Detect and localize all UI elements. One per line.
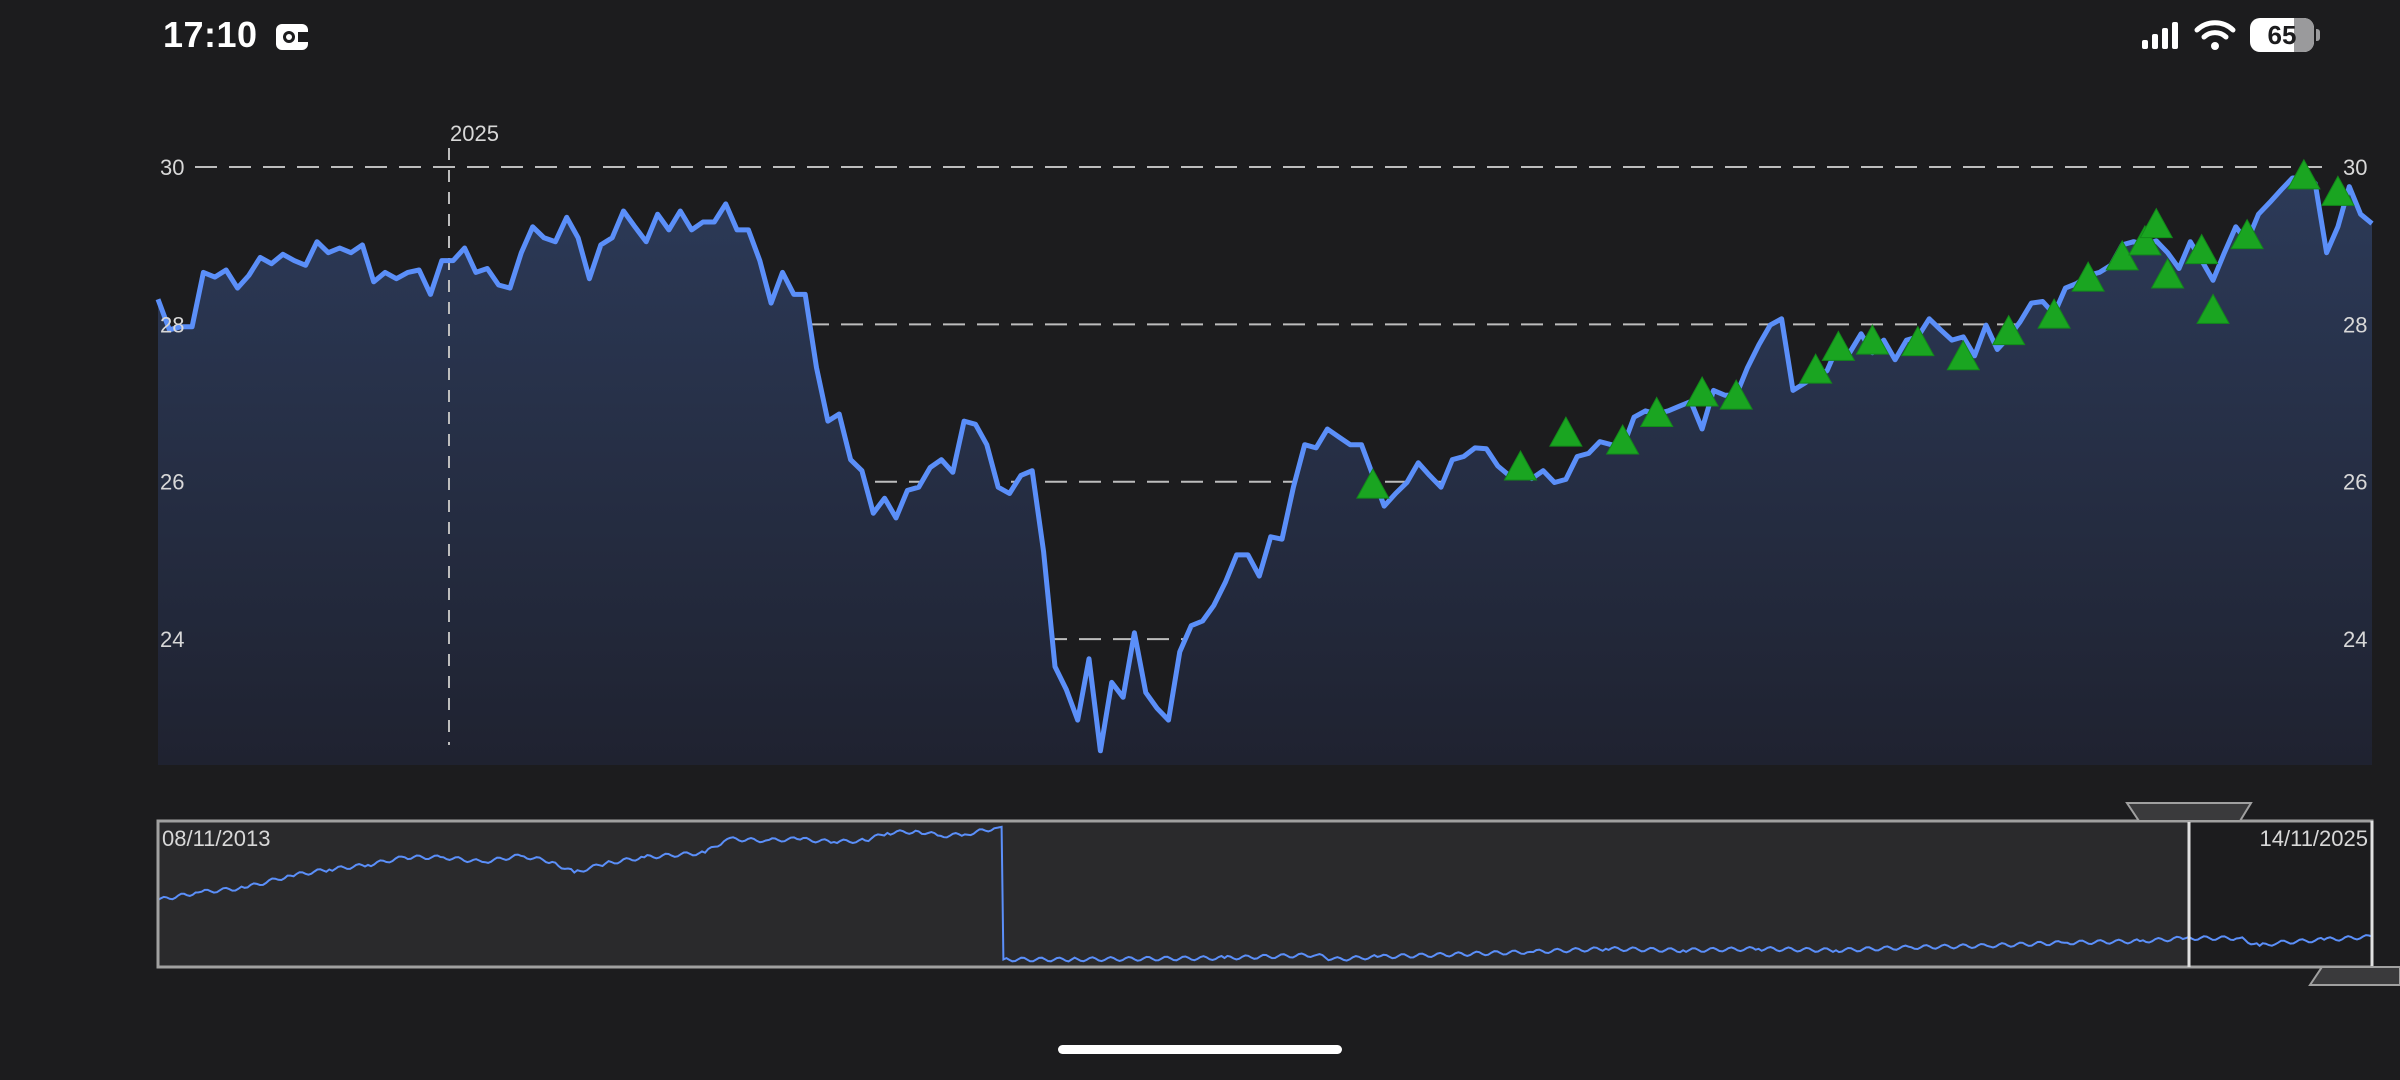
battery-cap (2316, 29, 2320, 41)
buy-marker-triangle[interactable] (1798, 353, 1833, 384)
buy-marker-triangle[interactable] (1821, 330, 1856, 361)
navigator-left-handle[interactable] (2125, 802, 2253, 822)
buy-marker-triangle[interactable] (2128, 224, 2162, 256)
y-tick-label-left: 24 (160, 627, 184, 652)
y-tick-label-right: 28 (2343, 312, 2367, 337)
buy-marker-triangle[interactable] (1503, 449, 1538, 481)
buy-marker-triangle[interactable] (2230, 218, 2264, 250)
buy-marker-triangle[interactable] (2321, 175, 2355, 206)
y-axis-labels: 30 30 28 28 26 26 24 24 (160, 155, 2367, 652)
buy-marker-triangle[interactable] (1605, 423, 1640, 455)
signal-icon (2142, 22, 2178, 49)
buy-marker-triangle[interactable] (1946, 339, 1981, 371)
price-area-fill (158, 178, 2372, 765)
y-tick-label-left: 30 (160, 155, 184, 180)
buy-marker-triangle[interactable] (1719, 379, 1754, 410)
buy-marker-triangle[interactable] (1639, 396, 1674, 427)
navigator[interactable]: 08/11/2013 14/11/2025 (156, 802, 2400, 986)
app-icon (276, 24, 310, 50)
navigator-start-date: 08/11/2013 (162, 826, 270, 851)
navigator-selected-window[interactable] (2189, 821, 2372, 967)
wifi-icon (2194, 20, 2236, 50)
buy-marker-triangle[interactable] (1549, 416, 1583, 447)
x-tick: 2025 (448, 121, 499, 745)
status-time: 17:10 (163, 14, 258, 55)
navigator-end-date: 14/11/2025 (2260, 826, 2368, 851)
y-tick-label-left: 28 (160, 312, 184, 337)
y-tick-label-right: 24 (2343, 627, 2367, 652)
battery-icon: 65 (2250, 18, 2314, 52)
home-indicator[interactable] (1058, 1045, 1342, 1054)
buy-marker-triangle[interactable] (2139, 207, 2174, 239)
buy-marker-triangle[interactable] (2184, 233, 2219, 265)
buy-marker-triangle[interactable] (1991, 314, 2026, 346)
navigator-background (158, 821, 2372, 967)
navigator-line (157, 825, 2373, 963)
y-tick-label-right: 30 (2343, 155, 2367, 180)
buy-marker-triangle[interactable] (1855, 324, 1890, 355)
y-tick-label-right: 26 (2343, 470, 2367, 495)
y-tick-label-left: 26 (160, 470, 184, 495)
battery-level: 65 (2267, 19, 2297, 50)
buy-marker-triangle[interactable] (1901, 325, 1935, 357)
buy-marker-triangle[interactable] (2287, 158, 2321, 190)
buy-marker-triangle[interactable] (1685, 375, 1719, 407)
buy-marker-triangle[interactable] (2196, 293, 2230, 324)
buy-marker-triangle[interactable] (2037, 298, 2071, 329)
buy-marker-triangle[interactable] (2071, 261, 2105, 292)
buy-marker-triangle[interactable] (2150, 257, 2185, 289)
buy-marker-triangle[interactable] (1356, 468, 1390, 499)
buy-markers (1356, 158, 2355, 499)
x-tick-label-2025: 2025 (450, 121, 499, 146)
navigator-right-handle[interactable] (2308, 966, 2400, 986)
